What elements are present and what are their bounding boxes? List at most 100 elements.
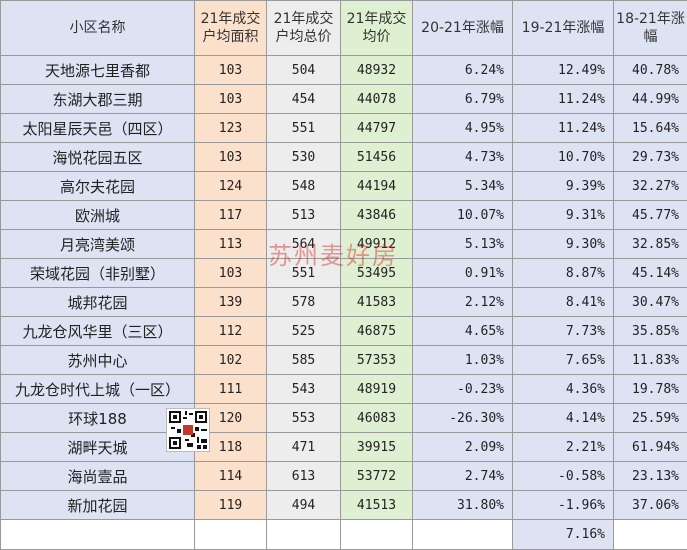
summary-growth-19-21-average: 7.16% [513,520,614,550]
cell-growth-18-21: 19.78% [614,375,687,404]
cell-total: 564 [267,230,341,259]
summary-row: 7.16% [1,520,687,550]
cell-growth-19-21: 2.21% [513,433,614,462]
cell-total: 551 [267,114,341,143]
cell-growth-20-21: -0.23% [413,375,513,404]
cell-growth-18-21: 32.85% [614,230,687,259]
cell-area: 103 [195,85,267,114]
cell-total: 513 [267,201,341,230]
cell-growth-18-21: 23.13% [614,462,687,491]
cell-growth-20-21: 0.91% [413,259,513,288]
cell-name: 月亮湾美颂 [1,230,195,259]
cell-growth-19-21: 7.73% [513,317,614,346]
summary-empty-cell [413,520,513,550]
header-price: 21年成交均价 [341,1,413,56]
cell-growth-18-21: 32.27% [614,172,687,201]
cell-price: 46875 [341,317,413,346]
cell-price: 48919 [341,375,413,404]
cell-total: 525 [267,317,341,346]
cell-growth-20-21: 5.34% [413,172,513,201]
cell-price: 48932 [341,56,413,85]
cell-growth-19-21: 12.49% [513,56,614,85]
cell-growth-20-21: 2.74% [413,462,513,491]
summary-empty-cell [1,520,195,550]
cell-growth-20-21: 1.03% [413,346,513,375]
cell-area: 113 [195,230,267,259]
cell-area: 119 [195,491,267,520]
cell-area: 117 [195,201,267,230]
cell-growth-18-21: 61.94% [614,433,687,462]
cell-price: 41513 [341,491,413,520]
cell-growth-20-21: 2.09% [413,433,513,462]
header-area: 21年成交户均面积 [195,1,267,56]
cell-growth-20-21: 10.07% [413,201,513,230]
cell-name: 欧洲城 [1,201,195,230]
cell-growth-18-21: 37.06% [614,491,687,520]
cell-name: 东湖大郡三期 [1,85,195,114]
header-row: 小区名称 21年成交户均面积 21年成交户均总价 21年成交均价 20-21年涨… [1,1,687,56]
cell-price: 44194 [341,172,413,201]
cell-name: 海悦花园五区 [1,143,195,172]
cell-growth-18-21: 30.47% [614,288,687,317]
cell-growth-18-21: 25.59% [614,404,687,433]
cell-growth-20-21: -26.30% [413,404,513,433]
cell-price: 46083 [341,404,413,433]
cell-growth-18-21: 29.73% [614,143,687,172]
cell-growth-19-21: 9.30% [513,230,614,259]
cell-total: 454 [267,85,341,114]
cell-price: 41583 [341,288,413,317]
cell-area: 103 [195,143,267,172]
cell-total: 553 [267,404,341,433]
cell-price: 44078 [341,85,413,114]
cell-growth-19-21: 11.24% [513,114,614,143]
cell-growth-19-21: 4.14% [513,404,614,433]
cell-total: 613 [267,462,341,491]
cell-total: 578 [267,288,341,317]
cell-growth-18-21: 45.77% [614,201,687,230]
cell-total: 504 [267,56,341,85]
cell-price: 57353 [341,346,413,375]
cell-growth-19-21: 8.41% [513,288,614,317]
header-name: 小区名称 [1,1,195,56]
header-growth-19-21: 19-21年涨幅 [513,1,614,56]
cell-growth-19-21: 7.65% [513,346,614,375]
cell-growth-20-21: 4.95% [413,114,513,143]
cell-price: 49912 [341,230,413,259]
cell-price: 53495 [341,259,413,288]
cell-price: 51456 [341,143,413,172]
cell-growth-19-21: 9.39% [513,172,614,201]
cell-price: 44797 [341,114,413,143]
cell-area: 112 [195,317,267,346]
cell-growth-18-21: 45.14% [614,259,687,288]
cell-area: 139 [195,288,267,317]
cell-price: 39915 [341,433,413,462]
cell-growth-20-21: 31.80% [413,491,513,520]
cell-total: 494 [267,491,341,520]
cell-growth-18-21: 35.85% [614,317,687,346]
summary-empty-cell [195,520,267,550]
cell-growth-20-21: 5.13% [413,230,513,259]
cell-growth-20-21: 6.79% [413,85,513,114]
cell-name: 城邦花园 [1,288,195,317]
cell-area: 123 [195,114,267,143]
cell-growth-19-21: 8.87% [513,259,614,288]
cell-growth-20-21: 4.65% [413,317,513,346]
cell-total: 585 [267,346,341,375]
cell-name: 太阳星辰天邑（四区） [1,114,195,143]
cell-growth-18-21: 11.83% [614,346,687,375]
cell-area: 124 [195,172,267,201]
cell-growth-19-21: -0.58% [513,462,614,491]
cell-total: 548 [267,172,341,201]
cell-total: 471 [267,433,341,462]
cell-growth-20-21: 2.12% [413,288,513,317]
